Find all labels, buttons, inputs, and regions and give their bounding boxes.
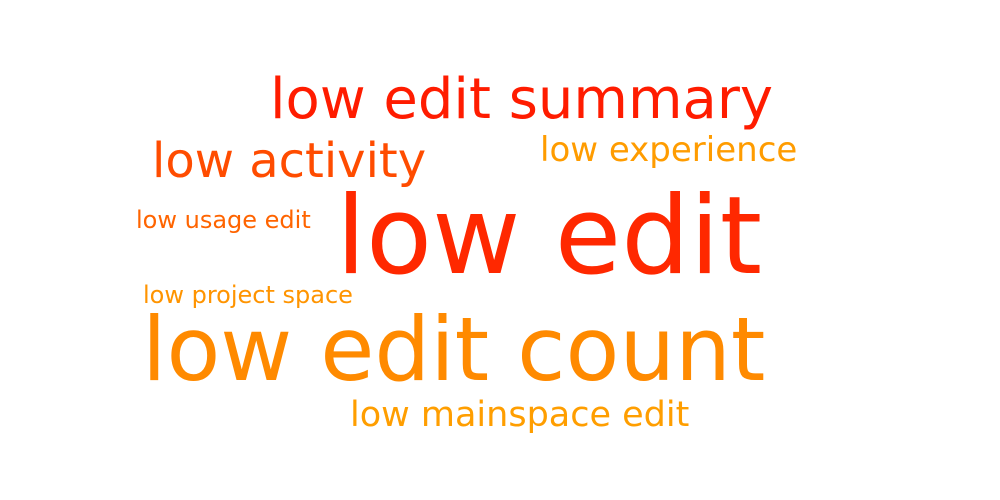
word-low-activity: low activity [152, 133, 427, 189]
word-low-mainspace-edit: low mainspace edit [350, 395, 690, 435]
word-low-experience: low experience [540, 130, 798, 170]
word-low-project-space: low project space [143, 281, 353, 309]
word-low-edit: low edit [336, 174, 763, 299]
word-low-edit-count: low edit count [142, 298, 766, 401]
word-low-usage-edit: low usage edit [136, 206, 311, 234]
word-low-edit-summary: low edit summary [270, 67, 773, 132]
